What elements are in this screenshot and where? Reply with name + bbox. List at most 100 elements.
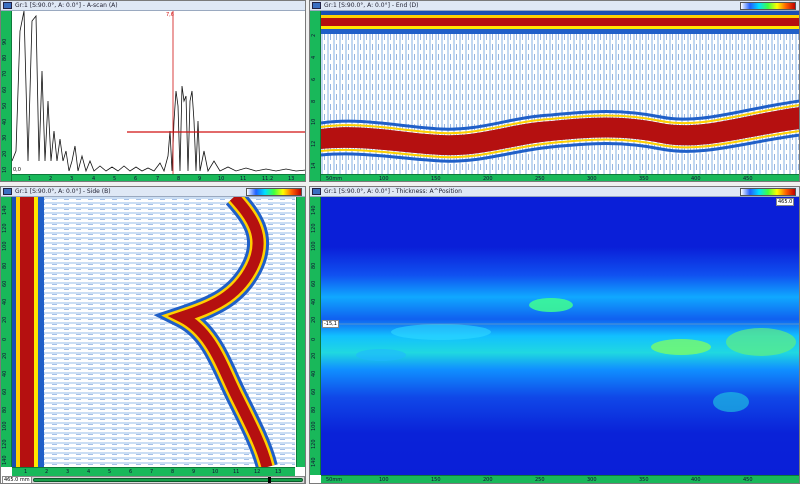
side-y-tick: 20: [2, 352, 8, 359]
thickness-y-tick: 100: [311, 421, 317, 431]
side-y-tick: 140: [2, 205, 8, 215]
side-x-tick: 7: [150, 469, 154, 475]
ascan-y-tick: 50: [2, 102, 8, 109]
thickness-horizontal-ruler: 50mm 100 150 200 250 300 350 400 450: [321, 475, 799, 483]
side-view-horizontal-ruler: 1 2 3 4 5 6 7 8 9 10 11 12 13: [12, 467, 295, 476]
ascan-title: Gr:1 [S:90.0°, A: 0.0°] - A-scan (A): [15, 2, 118, 9]
thickness-view-title: Gr:1 [S:90.0°, A: 0.0°] - Thickness: A^P…: [324, 188, 462, 195]
ascan-x-tick: 8: [177, 176, 181, 182]
end-x-tick: 50mm: [326, 176, 343, 182]
side-x-tick: 1: [24, 469, 28, 475]
ascan-title-bar: Gr:1 [S:90.0°, A: 0.0°] - A-scan (A): [1, 1, 305, 11]
ascan-x-tick: 11: [240, 176, 247, 182]
view-icon: [3, 2, 12, 9]
thickness-y-tick: 20: [311, 316, 317, 323]
color-palette-bar[interactable]: [740, 188, 796, 196]
thickness-cursor-label: -15,1: [322, 320, 339, 328]
ascan-y-tick: 10: [2, 166, 8, 173]
ascan-x-tick: 7: [156, 176, 160, 182]
side-x-tick: 13: [275, 469, 282, 475]
side-y-tick: 60: [2, 280, 8, 287]
side-view-title-bar: Gr:1 [S:90.0°, A: 0.0°] - Side (B): [1, 187, 305, 197]
ascan-y-tick: 70: [2, 70, 8, 77]
end-view-horizontal-ruler: 50mm 100 150 200 250 300 350 400 450: [321, 174, 799, 182]
side-x-tick: 2: [45, 469, 49, 475]
side-x-tick: 6: [129, 469, 133, 475]
thickness-x-tick: 100: [379, 477, 389, 483]
ascan-vertical-ruler: 90 80 70 60 50 40 30 20 10: [1, 11, 12, 181]
ascan-pane[interactable]: Gr:1 [S:90.0°, A: 0.0°] - A-scan (A) 90 …: [0, 0, 306, 182]
end-x-tick: 250: [535, 176, 545, 182]
side-y-tick: 40: [2, 370, 8, 377]
side-view-position-label: 465.0 mm: [2, 476, 32, 483]
side-x-tick: 4: [87, 469, 91, 475]
view-icon: [312, 2, 321, 9]
side-view-right-ruler: [296, 197, 305, 467]
side-y-tick: 20: [2, 316, 8, 323]
side-y-tick: 120: [2, 223, 8, 233]
side-x-tick: 12: [254, 469, 261, 475]
ascan-x-tick: 4: [92, 176, 96, 182]
thickness-vertical-ruler: 140 120 100 80 60 40 20 0 20 40 60 80 10…: [310, 197, 321, 475]
thickness-x-tick: 200: [483, 477, 493, 483]
end-view-vertical-ruler: 2 4 6 8 10 12 14: [310, 11, 321, 181]
end-x-tick: 200: [483, 176, 493, 182]
ascan-cursor-label: 7,6: [166, 12, 174, 18]
side-view-pane[interactable]: Gr:1 [S:90.0°, A: 0.0°] - Side (B) 140 1…: [0, 186, 306, 484]
thickness-y-tick: 60: [311, 388, 317, 395]
ascan-x-tick: 6: [134, 176, 138, 182]
thickness-x-tick: 400: [691, 477, 701, 483]
side-x-tick: 11: [233, 469, 240, 475]
scrollbar-thumb[interactable]: [33, 478, 303, 482]
color-palette-bar[interactable]: [740, 2, 796, 10]
end-x-tick: 400: [691, 176, 701, 182]
side-x-tick: 10: [212, 469, 219, 475]
side-y-tick: 60: [2, 388, 8, 395]
end-view-title: Gr:1 [S:90.0°, A: 0.0°] - End (D): [324, 2, 419, 9]
thickness-view-pane[interactable]: Gr:1 [S:90.0°, A: 0.0°] - Thickness: A^P…: [309, 186, 800, 484]
thickness-cscan-image[interactable]: [321, 197, 800, 475]
side-y-tick: 80: [2, 262, 8, 269]
thickness-x-tick: 300: [587, 477, 597, 483]
ascan-y-tick: 90: [2, 38, 8, 45]
end-y-tick: 8: [311, 99, 317, 103]
color-palette-bar[interactable]: [246, 188, 302, 196]
side-y-tick: 140: [2, 455, 8, 465]
side-view-title: Gr:1 [S:90.0°, A: 0.0°] - Side (B): [15, 188, 111, 195]
thickness-corner-label: 465.0: [776, 198, 795, 206]
thickness-y-tick: 140: [311, 457, 317, 467]
side-view-vertical-ruler: 140 120 100 80 60 40 20 0 20 40 60 80 10…: [1, 197, 12, 467]
end-view-pane[interactable]: Gr:1 [S:90.0°, A: 0.0°] - End (D) 2 4 6 …: [309, 0, 800, 182]
end-y-tick: 14: [311, 162, 317, 169]
ascan-y-tick: 30: [2, 134, 8, 141]
side-y-tick: 100: [2, 241, 8, 251]
ascan-x-tick: 10: [218, 176, 225, 182]
thickness-y-tick: 0: [311, 337, 317, 341]
thickness-y-tick: 100: [311, 241, 317, 251]
ascan-x-tick: 1: [28, 176, 32, 182]
view-icon: [312, 188, 321, 195]
thickness-x-tick: 50mm: [326, 477, 343, 483]
thickness-y-tick: 120: [311, 223, 317, 233]
ascan-y-tick: 60: [2, 86, 8, 93]
thickness-y-tick: 60: [311, 280, 317, 287]
ascan-corner-label: 0,0: [13, 167, 21, 173]
side-view-image[interactable]: [12, 197, 295, 467]
end-y-tick: 4: [311, 55, 317, 59]
end-x-tick: 150: [431, 176, 441, 182]
thickness-y-tick: 40: [311, 370, 317, 377]
ascan-y-tick: 80: [2, 54, 8, 61]
end-view-image[interactable]: [321, 11, 800, 174]
end-y-tick: 12: [311, 140, 317, 147]
side-y-tick: 120: [2, 439, 8, 449]
ascan-x-tick: 11.2: [262, 176, 274, 182]
side-y-tick: 0: [2, 337, 8, 341]
ascan-plot[interactable]: [12, 11, 306, 174]
thickness-x-tick: 150: [431, 477, 441, 483]
thickness-x-tick: 250: [535, 477, 545, 483]
thickness-x-tick: 450: [743, 477, 753, 483]
side-view-scrollbar[interactable]: [31, 476, 305, 483]
end-x-tick: 300: [587, 176, 597, 182]
scan-position-marker[interactable]: [268, 477, 271, 483]
end-x-tick: 450: [743, 176, 753, 182]
